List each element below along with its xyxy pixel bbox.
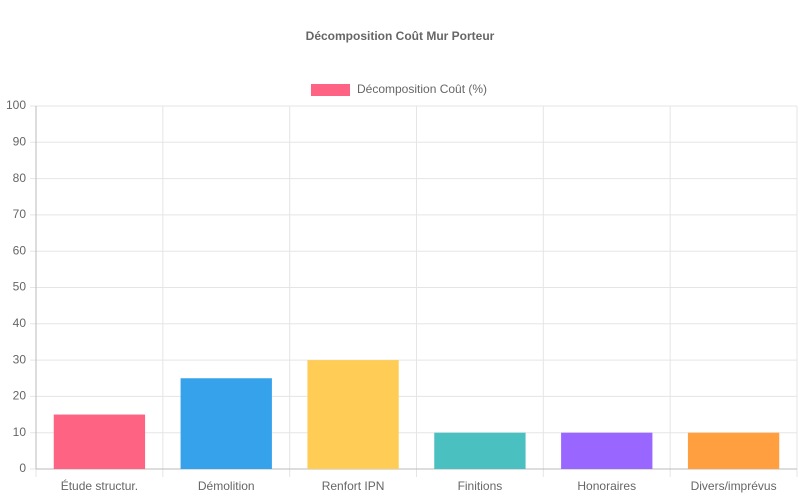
y-tick-label: 60: [13, 243, 27, 257]
bar: [307, 360, 399, 469]
y-tick-label: 0: [19, 461, 26, 475]
y-tick-label: 40: [13, 316, 27, 330]
legend-swatch: [311, 84, 350, 96]
bar: [53, 414, 146, 469]
y-tick-label: 70: [13, 207, 27, 221]
bar: [561, 432, 653, 469]
legend-label: Décomposition Coût (%): [357, 82, 487, 96]
x-tick-label: Démolition: [198, 479, 255, 493]
bar: [687, 432, 780, 469]
y-tick-label: 100: [6, 98, 26, 112]
x-tick-label: Renfort IPN: [322, 479, 385, 493]
x-tick-label: Divers/imprévus: [691, 479, 777, 493]
x-tick-label: Étude structur.: [61, 478, 138, 493]
chart-title: Décomposition Coût Mur Porteur: [306, 29, 495, 43]
y-tick-label: 80: [13, 171, 27, 185]
y-tick-label: 50: [13, 280, 27, 294]
y-tick-label: 20: [13, 389, 27, 403]
x-tick-label: Honoraires: [577, 479, 636, 493]
y-tick-label: 90: [13, 134, 27, 148]
x-tick-label: Finitions: [458, 479, 503, 493]
bar: [434, 432, 526, 469]
bar: [180, 378, 272, 469]
y-tick-label: 30: [13, 352, 27, 366]
y-tick-label: 10: [13, 425, 27, 439]
